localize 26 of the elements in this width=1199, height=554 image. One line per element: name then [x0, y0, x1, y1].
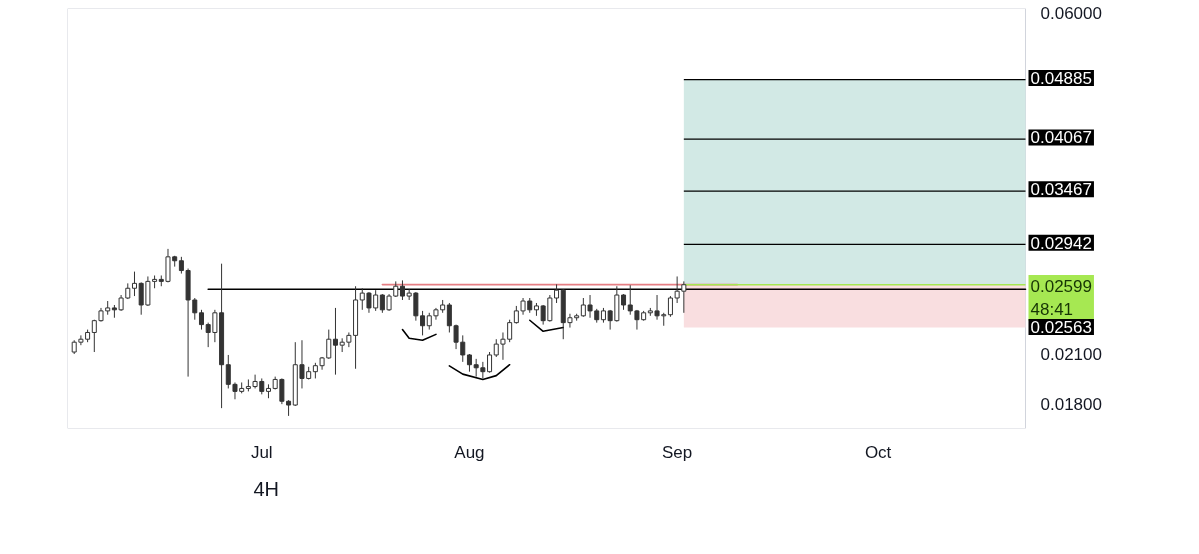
- ref-line-label: 0.03467: [1030, 180, 1092, 200]
- candlestick: [399, 279, 405, 301]
- y-tick-label: 0.01800: [1040, 395, 1102, 415]
- ref-line-label: 0.04885: [1030, 68, 1092, 88]
- ref-line-label: 0.04067: [1030, 128, 1092, 148]
- candlestick: [460, 334, 466, 363]
- line-series: [448, 363, 511, 381]
- y-tick-label: 0.06000: [1040, 3, 1102, 23]
- x-tick-label: Sep: [662, 442, 693, 462]
- x-tick-label: Oct: [864, 442, 892, 462]
- ref-line-label: 0.02942: [1030, 233, 1092, 253]
- line-series: [401, 328, 437, 342]
- text: 4H: [253, 477, 280, 500]
- candlestick: [627, 284, 633, 316]
- y-tick-label: 0.02100: [1040, 345, 1102, 365]
- candlestick: [198, 309, 204, 331]
- x-tick-label: Aug: [454, 442, 485, 462]
- candlestick: [332, 307, 338, 376]
- x-tick-label: Jul: [250, 442, 273, 462]
- candlestick: [446, 302, 452, 333]
- data-label: 0.02563: [1030, 317, 1092, 337]
- candlestick: [131, 271, 137, 297]
- candlestick: [453, 324, 459, 350]
- candlestick: [326, 329, 332, 360]
- ref-line-label: 0.02599 48:41: [1030, 276, 1092, 319]
- candlestick: [192, 297, 198, 321]
